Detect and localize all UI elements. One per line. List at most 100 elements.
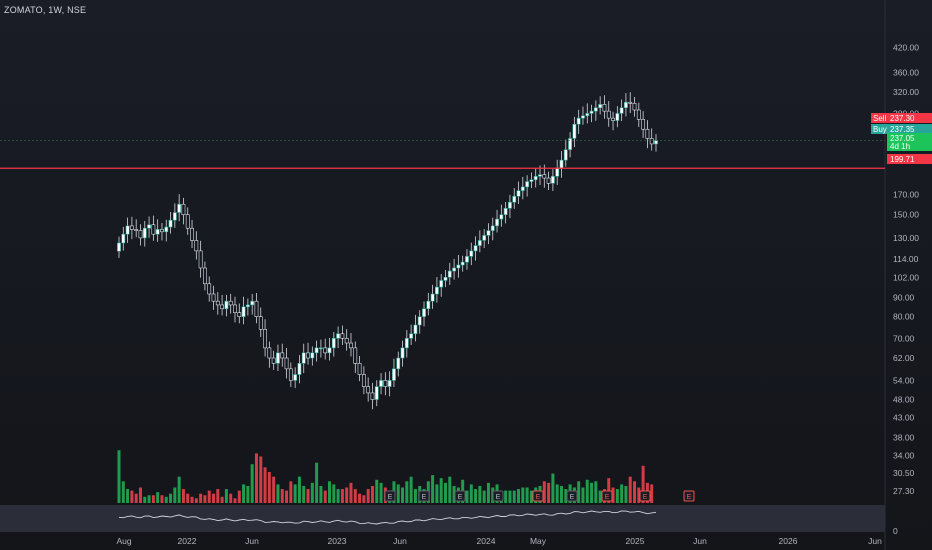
candle-body <box>512 196 517 203</box>
candle-body <box>516 190 521 197</box>
candle-body <box>254 300 259 317</box>
volume-bar <box>302 485 306 503</box>
candle-body <box>611 117 615 121</box>
volume-bar <box>297 476 301 503</box>
volume-bar <box>160 495 164 503</box>
y-tick-label: 30.50 <box>893 468 915 478</box>
volume-bar <box>465 490 469 503</box>
candle-body <box>520 186 525 191</box>
candle-body <box>602 104 607 112</box>
x-tick-label: 2024 <box>477 536 496 546</box>
earnings-marker[interactable] <box>683 490 695 502</box>
volume-bar <box>319 485 323 503</box>
candle-body <box>134 229 139 231</box>
candle-body <box>155 229 160 235</box>
candle-body <box>430 293 435 302</box>
volume-bar <box>555 484 559 503</box>
candle-body <box>151 224 156 235</box>
price-tag-value: 237.35 <box>890 125 915 134</box>
y-tick-label: 38.00 <box>893 432 915 442</box>
volume-bar <box>207 490 211 503</box>
volume-bar <box>272 476 276 503</box>
earnings-marker[interactable] <box>601 490 613 502</box>
indicator-panel <box>0 505 885 532</box>
candle-body <box>529 179 534 182</box>
volume-bar <box>551 473 555 503</box>
earnings-label: E <box>570 494 575 501</box>
earnings-marker[interactable] <box>418 490 430 502</box>
earnings-marker[interactable] <box>566 490 578 502</box>
volume-bar <box>628 476 632 503</box>
volume-bar <box>181 489 185 503</box>
volume-bar <box>504 490 508 503</box>
volume-bar <box>452 485 456 503</box>
candle-body <box>473 245 478 252</box>
candle-body <box>349 342 353 349</box>
price-tag-side <box>871 113 887 123</box>
candle-body <box>396 357 401 370</box>
volume-bar <box>224 489 228 503</box>
candle-body <box>576 117 581 125</box>
volume-bar <box>130 490 134 503</box>
volume-bar <box>212 493 216 503</box>
candle-body <box>374 386 379 400</box>
volume-bar <box>641 465 645 503</box>
volume-bar <box>577 481 581 503</box>
volume-bar <box>598 490 602 503</box>
earnings-label: E <box>687 494 692 501</box>
volume-bar <box>203 495 207 503</box>
candle-body <box>267 347 272 359</box>
candle-body <box>559 159 564 169</box>
candle-body <box>237 312 242 317</box>
volume-bar <box>512 490 516 503</box>
volume-bar <box>611 487 615 503</box>
candle-body <box>361 374 366 387</box>
candle-body <box>456 264 461 269</box>
candle-body <box>288 368 293 381</box>
volume-bar <box>285 490 289 503</box>
candle-body <box>598 104 603 109</box>
earnings-marker[interactable] <box>532 490 544 502</box>
y-tick-label: 114.00 <box>893 254 919 264</box>
candle-body <box>211 293 216 302</box>
candle-body <box>572 123 577 139</box>
candle-body <box>503 208 508 215</box>
candle-body <box>168 219 173 228</box>
candle-body <box>624 101 628 109</box>
candle-body <box>447 270 452 278</box>
candle-body <box>443 276 448 281</box>
price-tag-side <box>871 124 887 134</box>
volume-bar <box>121 481 125 503</box>
candle-body <box>460 261 465 266</box>
earnings-marker[interactable] <box>639 490 651 502</box>
volume-bar <box>250 464 254 503</box>
candle-body <box>160 229 164 233</box>
candle-body <box>357 363 362 375</box>
volume-bar <box>396 484 400 503</box>
price-tag-value: 199.71 <box>890 155 915 164</box>
volume-bar <box>353 489 357 503</box>
volume-bar <box>409 476 413 503</box>
volume-bar <box>220 496 224 503</box>
volume-bar <box>345 487 349 503</box>
earnings-label: E <box>496 494 501 501</box>
earnings-marker[interactable] <box>454 490 466 502</box>
candle-body <box>164 226 169 233</box>
candle-body <box>207 283 212 295</box>
candle-body <box>258 316 263 330</box>
price-tag-side-label: Sell <box>873 114 887 123</box>
y-tick-label: 70.00 <box>893 333 915 343</box>
volume-bar <box>547 482 551 503</box>
candle-body <box>392 368 396 381</box>
candle-body <box>250 300 255 306</box>
volume-bar <box>328 481 332 503</box>
candle-body <box>490 225 495 231</box>
volume-bar <box>521 487 525 503</box>
y-tick-label: 54.00 <box>893 375 915 385</box>
earnings-marker[interactable] <box>492 490 504 502</box>
candle-body <box>331 338 336 349</box>
earnings-marker[interactable] <box>384 490 396 502</box>
y-tick-label: 150.00 <box>893 210 919 220</box>
candle-body <box>649 138 654 145</box>
